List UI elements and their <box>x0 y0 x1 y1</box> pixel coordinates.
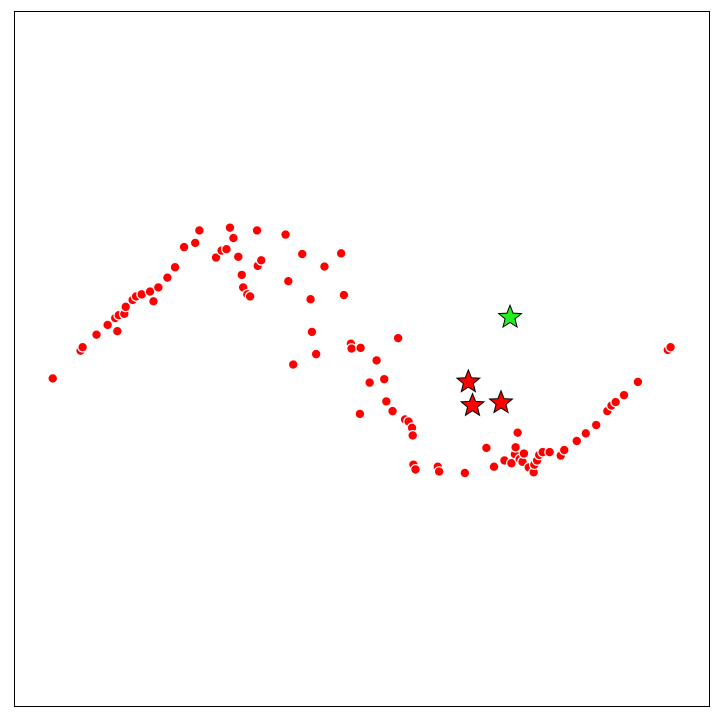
data-point <box>580 427 592 439</box>
data-point <box>305 293 316 305</box>
data-point <box>364 377 376 389</box>
data-point <box>310 348 322 360</box>
data-point <box>228 232 239 244</box>
data-point <box>571 435 583 447</box>
data-point <box>481 442 492 454</box>
data-point <box>161 272 173 284</box>
data-point <box>346 343 357 354</box>
data-point <box>144 286 156 297</box>
data-point <box>319 261 330 272</box>
data-point <box>488 461 500 473</box>
data-point <box>91 329 102 341</box>
data-point <box>111 325 123 337</box>
red-star-marker <box>488 389 514 414</box>
data-point <box>120 301 132 313</box>
data-point <box>510 441 521 453</box>
data-point <box>193 225 205 236</box>
data-point <box>632 376 644 388</box>
data-point <box>282 275 294 287</box>
data-point <box>178 241 190 253</box>
data-point <box>335 247 347 259</box>
data-point <box>618 389 630 401</box>
data-point <box>232 251 244 263</box>
data-point <box>392 332 404 344</box>
data-point <box>459 467 471 479</box>
data-point <box>148 295 159 307</box>
data-point <box>47 373 59 384</box>
data-point <box>410 464 421 475</box>
data-point <box>433 466 445 477</box>
data-point <box>407 430 419 441</box>
data-point <box>102 319 114 331</box>
data-point <box>387 405 398 417</box>
data-point <box>210 252 222 263</box>
data-point <box>287 359 299 370</box>
data-point <box>236 269 248 281</box>
data-point <box>224 222 236 234</box>
data-point <box>558 444 570 456</box>
data-point <box>152 282 164 293</box>
data-point <box>544 446 556 458</box>
red-star-marker <box>459 392 486 417</box>
plot-marks <box>47 222 676 479</box>
data-point <box>338 289 350 301</box>
data-point <box>221 243 232 255</box>
data-point <box>665 341 676 353</box>
data-point <box>296 248 308 260</box>
data-point <box>590 419 602 431</box>
red-star-marker <box>455 368 482 393</box>
data-point <box>251 225 263 236</box>
data-point <box>371 354 382 366</box>
data-point <box>169 261 181 273</box>
data-point <box>255 254 267 266</box>
data-point <box>280 229 291 240</box>
data-point <box>77 341 89 353</box>
data-point <box>306 326 318 338</box>
data-point <box>354 408 366 420</box>
data-point <box>244 291 256 302</box>
plot-frame <box>14 11 710 707</box>
data-point <box>512 427 524 439</box>
data-point <box>518 448 530 459</box>
data-point <box>610 396 622 408</box>
green-star-marker <box>497 303 523 329</box>
data-point <box>355 342 367 354</box>
data-point <box>380 395 392 407</box>
data-point <box>506 457 517 469</box>
data-point <box>189 237 201 249</box>
data-point <box>378 373 390 385</box>
